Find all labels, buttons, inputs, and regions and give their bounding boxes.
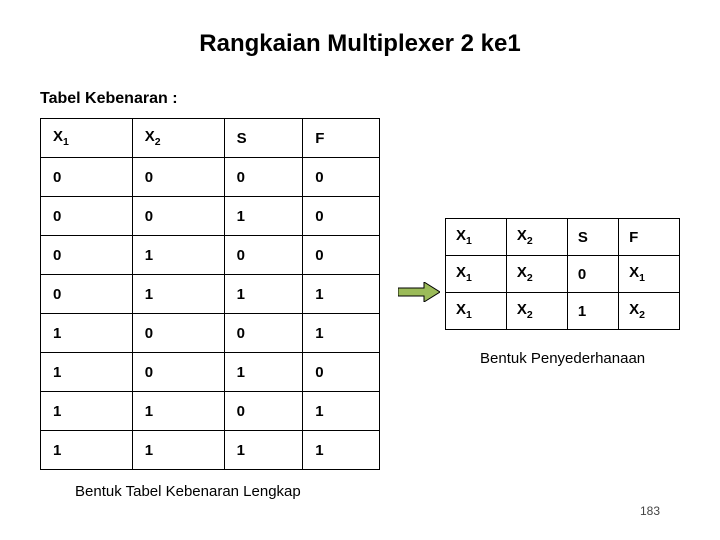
table-cell: 1	[303, 275, 380, 314]
table-row: 1010	[41, 353, 380, 392]
table-cell: 0	[132, 353, 224, 392]
table-cell: 0	[224, 158, 303, 197]
table-cell: 0	[132, 158, 224, 197]
table-row: 0000	[41, 158, 380, 197]
table-cell: 0	[303, 197, 380, 236]
table-row: 1001	[41, 314, 380, 353]
table-cell: 1	[303, 314, 380, 353]
table-header-row: X1 X2 S F	[446, 219, 680, 256]
table-row: 0010	[41, 197, 380, 236]
table-row: X1X20X1	[446, 256, 680, 293]
table-cell: X1	[446, 293, 507, 330]
table-cell: 1	[41, 392, 133, 431]
table-cell: X2	[619, 293, 680, 330]
table-cell: 0	[303, 353, 380, 392]
table-cell: 0	[41, 236, 133, 275]
subtitle: Tabel Kebenaran :	[40, 90, 178, 108]
table-cell: 1	[132, 392, 224, 431]
table-header-row: X1 X2 S F	[41, 119, 380, 158]
table-cell: 1	[224, 353, 303, 392]
table-cell: 0	[132, 314, 224, 353]
table-cell: 0	[41, 158, 133, 197]
table-cell: X1	[446, 256, 507, 293]
table-cell: 1	[132, 431, 224, 470]
caption-full-table: Bentuk Tabel Kebenaran Lengkap	[75, 483, 301, 500]
th-x2: X2	[132, 119, 224, 158]
table-cell: 1	[567, 293, 618, 330]
table-cell: X1	[619, 256, 680, 293]
th-s: S	[224, 119, 303, 158]
table-cell: 1	[224, 431, 303, 470]
table-row: 0111	[41, 275, 380, 314]
table-cell: 0	[224, 392, 303, 431]
table-row: 1101	[41, 392, 380, 431]
table-cell: 1	[303, 431, 380, 470]
table-row: X1X21X2	[446, 293, 680, 330]
table-cell: 0	[303, 158, 380, 197]
caption-simplified: Bentuk Penyederhanaan	[480, 350, 645, 367]
table-cell: X2	[506, 256, 567, 293]
table-row: 1111	[41, 431, 380, 470]
simplified-table: X1 X2 S F X1X20X1X1X21X2	[445, 218, 680, 330]
table-cell: 1	[303, 392, 380, 431]
table-cell: 1	[41, 431, 133, 470]
slide-title: Rangkaian Multiplexer 2 ke1	[0, 30, 720, 58]
th-x1: X1	[446, 219, 507, 256]
th-x1: X1	[41, 119, 133, 158]
table-cell: 1	[132, 236, 224, 275]
table-cell: 1	[224, 197, 303, 236]
table-cell: 1	[132, 275, 224, 314]
table-cell: 0	[303, 236, 380, 275]
table-cell: X2	[506, 293, 567, 330]
table-cell: 0	[224, 314, 303, 353]
table-cell: 0	[224, 236, 303, 275]
table-cell: 0	[132, 197, 224, 236]
table-cell: 1	[41, 314, 133, 353]
table-cell: 0	[41, 197, 133, 236]
th-f: F	[619, 219, 680, 256]
table-cell: 0	[567, 256, 618, 293]
th-s: S	[567, 219, 618, 256]
table-cell: 1	[224, 275, 303, 314]
arrow-icon	[398, 282, 440, 302]
truth-table: X1 X2 S F 000000100100011110011010110111…	[40, 118, 380, 470]
table-row: 0100	[41, 236, 380, 275]
table-cell: 1	[41, 353, 133, 392]
th-f: F	[303, 119, 380, 158]
page-number: 183	[640, 504, 660, 518]
table-cell: 0	[41, 275, 133, 314]
th-x2: X2	[506, 219, 567, 256]
